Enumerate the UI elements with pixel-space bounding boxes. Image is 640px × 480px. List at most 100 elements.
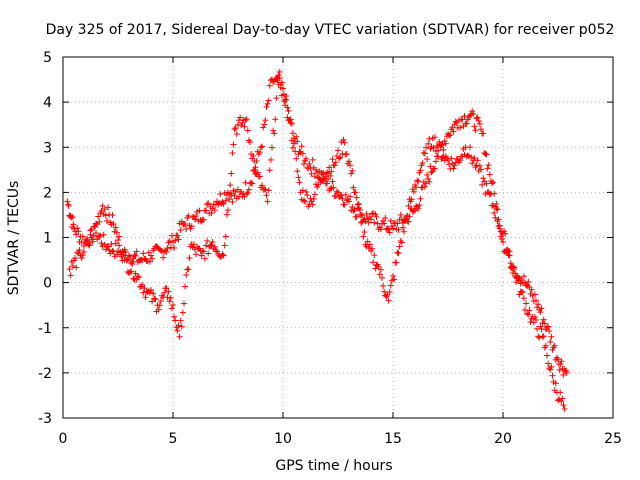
data-point: [251, 158, 258, 165]
data-point: [293, 155, 300, 162]
data-point: [437, 143, 444, 150]
data-point: [228, 192, 235, 199]
data-point: [85, 241, 92, 248]
data-point: [264, 198, 271, 205]
data-point: [514, 275, 521, 282]
data-point: [306, 160, 313, 167]
data-point: [450, 128, 457, 135]
data-point: [431, 134, 438, 141]
data-point: [353, 213, 360, 220]
data-point: [105, 204, 112, 211]
chart-title: Day 325 of 2017, Sidereal Day-to-day VTE…: [46, 22, 615, 38]
data-point: [242, 117, 249, 124]
data-point: [441, 138, 448, 145]
data-point: [390, 272, 396, 279]
data-point: [250, 152, 257, 159]
data-point: [372, 265, 379, 272]
data-point: [152, 296, 159, 303]
data-point: [188, 223, 195, 230]
data-point: [303, 155, 310, 162]
data-point: [368, 216, 374, 223]
data-point: [373, 213, 380, 220]
data-point: [116, 233, 123, 240]
data-point: [142, 294, 149, 301]
data-point: [272, 116, 279, 123]
data-point: [208, 242, 215, 249]
data-point: [545, 360, 552, 367]
y-tick-label: 0: [43, 276, 52, 292]
data-point: [276, 68, 283, 75]
data-point: [417, 195, 424, 202]
data-point: [69, 214, 76, 221]
data-point: [93, 220, 99, 227]
data-point: [164, 294, 171, 301]
y-tick-label: 3: [43, 140, 52, 156]
data-point: [547, 366, 554, 373]
data-point: [259, 182, 266, 189]
data-point: [540, 333, 547, 340]
data-point: [185, 212, 192, 219]
data-point: [408, 196, 415, 203]
data-point: [390, 225, 396, 232]
data-point: [353, 194, 360, 201]
data-point: [412, 207, 418, 214]
data-point: [166, 237, 173, 244]
data-point: [523, 282, 530, 289]
data-point: [141, 285, 148, 292]
data-point: [394, 249, 401, 256]
data-point: [352, 189, 359, 196]
data-point: [133, 248, 140, 255]
data-point: [269, 144, 275, 151]
data-point: [157, 298, 164, 305]
data-point: [329, 156, 336, 163]
data-point: [267, 156, 274, 163]
data-point: [99, 202, 106, 209]
data-point: [542, 342, 549, 349]
data-point: [283, 97, 290, 104]
data-point: [533, 316, 539, 323]
data-point: [486, 171, 493, 178]
data-point: [229, 198, 236, 205]
data-point: [414, 177, 421, 184]
data-point: [470, 110, 477, 117]
data-point: [457, 124, 464, 131]
data-point: [101, 206, 108, 213]
data-point: [333, 188, 340, 195]
data-point: [483, 180, 490, 187]
data-point: [513, 279, 520, 286]
data-point: [70, 221, 77, 228]
data-point: [448, 155, 455, 162]
data-point: [228, 170, 235, 177]
data-point: [155, 306, 162, 313]
data-point: [404, 218, 411, 225]
data-point: [78, 255, 85, 262]
data-point: [496, 222, 503, 229]
data-point: [233, 131, 240, 138]
data-point: [163, 285, 170, 292]
data-point: [128, 268, 135, 275]
data-points: [64, 68, 570, 412]
data-point: [361, 229, 368, 236]
data-point: [265, 187, 272, 194]
data-point: [339, 195, 346, 202]
data-point: [294, 168, 301, 175]
data-point: [425, 175, 432, 182]
data-point: [222, 197, 229, 204]
data-point: [242, 179, 249, 186]
data-point: [452, 118, 459, 125]
data-point: [421, 150, 428, 157]
data-point: [69, 263, 76, 270]
data-point: [396, 243, 403, 250]
data-point: [166, 298, 173, 305]
data-point: [523, 300, 530, 307]
data-point: [239, 119, 246, 126]
data-point: [547, 338, 554, 345]
data-point: [263, 103, 270, 110]
data-point: [225, 207, 231, 214]
data-point: [100, 231, 107, 238]
data-point: [541, 320, 548, 327]
data-point: [531, 291, 538, 298]
data-point: [87, 231, 94, 238]
data-point: [399, 224, 406, 231]
